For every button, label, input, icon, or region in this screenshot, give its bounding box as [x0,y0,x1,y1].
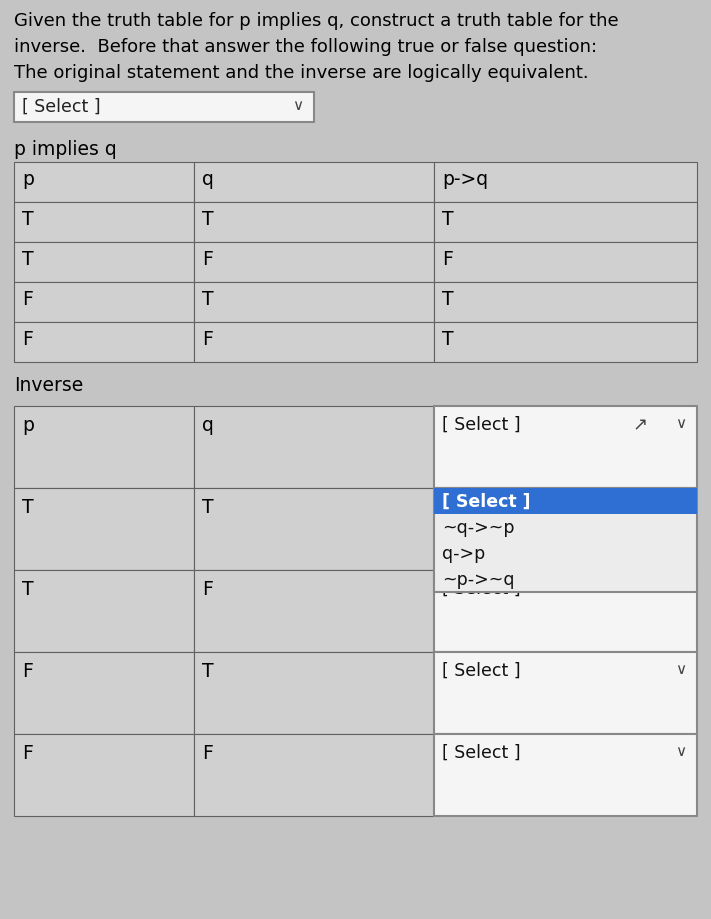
Text: F: F [22,290,33,309]
Text: T: T [202,210,213,229]
Bar [194,322,434,362]
Bar [194,652,434,734]
Text: q: q [202,170,214,189]
Text: T: T [202,498,213,517]
Text: T: T [22,498,33,517]
Bar [14,282,194,322]
Bar [434,202,697,242]
Bar [14,570,194,652]
Text: T: T [22,250,33,269]
Text: T: T [442,210,454,229]
Text: Inverse: Inverse [14,376,83,395]
Bar [434,488,697,592]
Bar [14,202,194,242]
Text: ~p->~q: ~p->~q [442,571,515,589]
Text: p: p [22,416,34,435]
Text: [ Select ]: [ Select ] [442,662,520,680]
Text: F: F [202,580,213,599]
Text: ∨: ∨ [675,744,686,759]
Bar [14,242,194,282]
Text: T: T [202,662,213,681]
Bar [194,162,434,202]
Text: T: T [202,290,213,309]
Text: ↗: ↗ [632,416,647,434]
Text: F: F [202,250,213,269]
Text: p->q: p->q [442,170,488,189]
Bar [434,162,697,202]
Bar [14,162,194,202]
Bar [434,406,697,488]
Text: F: F [22,744,33,763]
Text: [ Select ]: [ Select ] [22,98,101,116]
Bar [194,202,434,242]
Text: ∨: ∨ [675,662,686,677]
Bar [194,282,434,322]
Bar [194,734,434,816]
Bar [194,406,434,488]
Text: ∨: ∨ [675,580,686,595]
Bar [434,322,697,362]
Text: q->p: q->p [442,545,485,563]
Text: F: F [202,744,213,763]
Text: p implies q: p implies q [14,140,117,159]
Text: [ Select ]: [ Select ] [442,416,520,434]
Text: p: p [22,170,34,189]
Text: ~q->~p: ~q->~p [442,519,515,537]
Text: ∨: ∨ [675,416,686,431]
Bar [434,488,697,514]
Text: F: F [442,250,453,269]
Text: [ Select ]: [ Select ] [442,493,530,511]
Text: T: T [22,210,33,229]
Bar [194,488,434,570]
Text: T: T [22,580,33,599]
Text: [ Select ]: [ Select ] [442,744,520,762]
Bar [194,242,434,282]
Bar [434,242,697,282]
Text: q: q [202,416,214,435]
Text: F: F [22,662,33,681]
Text: Given the truth table for p implies q, construct a truth table for the: Given the truth table for p implies q, c… [14,12,619,30]
Bar [14,322,194,362]
Bar [434,652,697,734]
Text: T: T [442,330,454,349]
Bar [14,734,194,816]
Text: ∨: ∨ [292,98,303,113]
Bar [14,92,314,122]
Bar [434,570,697,652]
Text: F: F [22,330,33,349]
Text: The original statement and the inverse are logically equivalent.: The original statement and the inverse a… [14,64,589,82]
Bar [14,488,194,570]
Bar [434,734,697,816]
Bar [14,406,194,488]
Text: [ Select ]: [ Select ] [442,580,520,598]
Text: ,: , [355,911,359,919]
Bar [434,282,697,322]
Text: T: T [442,290,454,309]
Text: inverse.  Before that answer the following true or false question:: inverse. Before that answer the followin… [14,38,597,56]
Bar [14,652,194,734]
Text: F: F [202,330,213,349]
Bar [194,570,434,652]
